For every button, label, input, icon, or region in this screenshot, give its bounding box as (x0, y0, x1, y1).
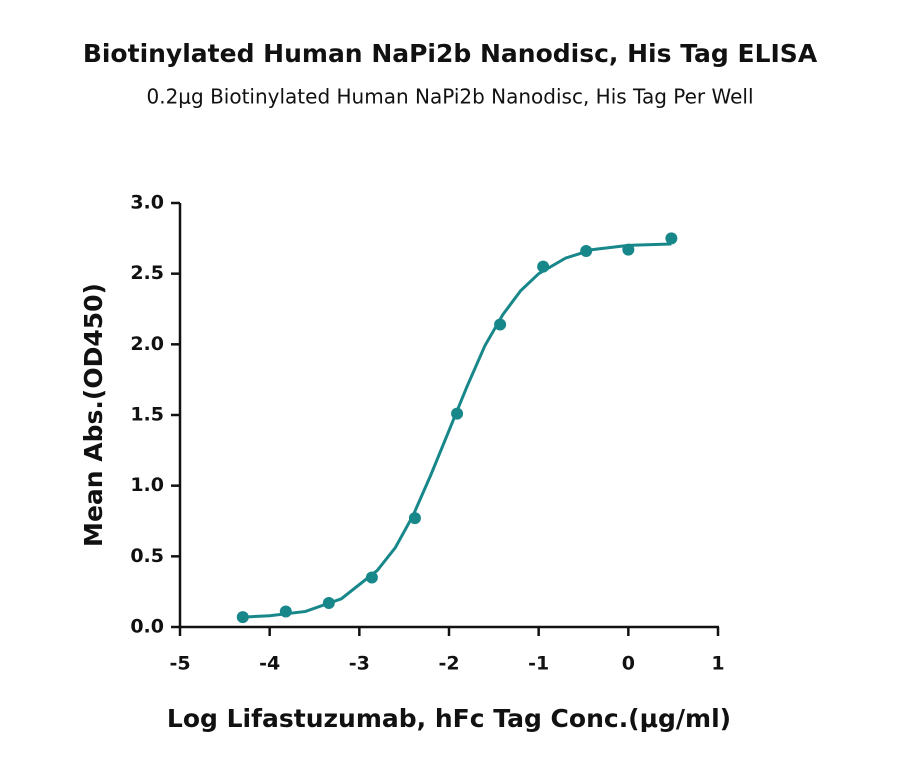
point (236, 611, 249, 624)
y-tick-label: 2.5 (130, 262, 164, 284)
point (494, 318, 507, 331)
chart-subtitle: 0.2μg Biotinylated Human NaPi2b Nanodisc… (146, 85, 753, 109)
y-tick-label: 3.0 (130, 192, 164, 214)
point (408, 512, 421, 525)
point (322, 596, 335, 609)
point (622, 243, 635, 256)
x-tick-label: -1 (528, 653, 549, 675)
point (451, 407, 464, 420)
x-tick-label: -4 (259, 653, 280, 675)
fit-curve (242, 242, 672, 619)
point (279, 605, 292, 618)
x-tick-label: 0 (622, 653, 635, 675)
chart-title: Biotinylated Human NaPi2b Nanodisc, His … (83, 39, 818, 68)
y-tick-label: 1.0 (130, 474, 164, 496)
y-tick-label: 0.0 (130, 616, 164, 638)
point (665, 232, 678, 245)
point (580, 245, 593, 258)
x-tick-label: -3 (349, 653, 370, 675)
point (537, 260, 550, 273)
x-tick-label: 1 (711, 653, 724, 675)
x-tick-label: -2 (438, 653, 459, 675)
y-tick-label: 2.0 (130, 333, 164, 355)
x-tick-label: -5 (169, 653, 190, 675)
x-axis-label: Log Lifastuzumab, hFc Tag Conc.(μg/ml) (167, 704, 731, 733)
point (365, 571, 378, 584)
y-tick-label: 1.5 (130, 404, 164, 426)
y-tick-label: 0.5 (130, 545, 164, 567)
y-axis-label: Mean Abs.(OD450) (79, 283, 108, 547)
